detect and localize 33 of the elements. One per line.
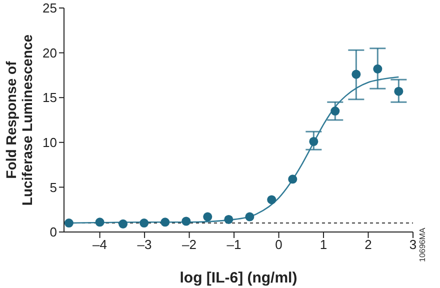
y-tick-label: 0 (50, 224, 57, 240)
point (224, 214, 234, 224)
point (95, 218, 104, 227)
y-axis-title: Fold Response of Luciferase Luminescence (3, 34, 35, 206)
point (203, 212, 212, 222)
point (118, 219, 128, 228)
y-tick-label: 5 (50, 180, 57, 195)
point (182, 216, 191, 226)
x-tick-label: 2 (364, 237, 372, 252)
x-axis-title: log [IL-6] (ng/ml) (180, 270, 298, 287)
y-tick-label: 15 (42, 90, 57, 106)
point (64, 218, 74, 228)
point (288, 174, 298, 184)
x-tick-label: 0 (275, 237, 282, 252)
point (160, 218, 170, 227)
point (309, 137, 318, 146)
y-tick-label: 10 (42, 135, 57, 150)
y-tick-label: 20 (42, 45, 57, 60)
x-tick-label: 1 (320, 237, 328, 252)
x-tick-label: 3 (409, 237, 417, 252)
x-tick-label: –1 (226, 237, 242, 252)
point (394, 86, 404, 96)
x-tick-label: –2 (182, 237, 197, 252)
y-tick-label: 25 (42, 0, 57, 16)
point (373, 64, 382, 74)
point (245, 212, 254, 222)
point (140, 218, 149, 228)
x-tick-label: –4 (92, 237, 108, 252)
point (267, 195, 276, 204)
x-tick-label: –3 (137, 237, 152, 252)
point (330, 106, 340, 116)
text: 10696MA (418, 228, 427, 262)
point (352, 70, 361, 79)
